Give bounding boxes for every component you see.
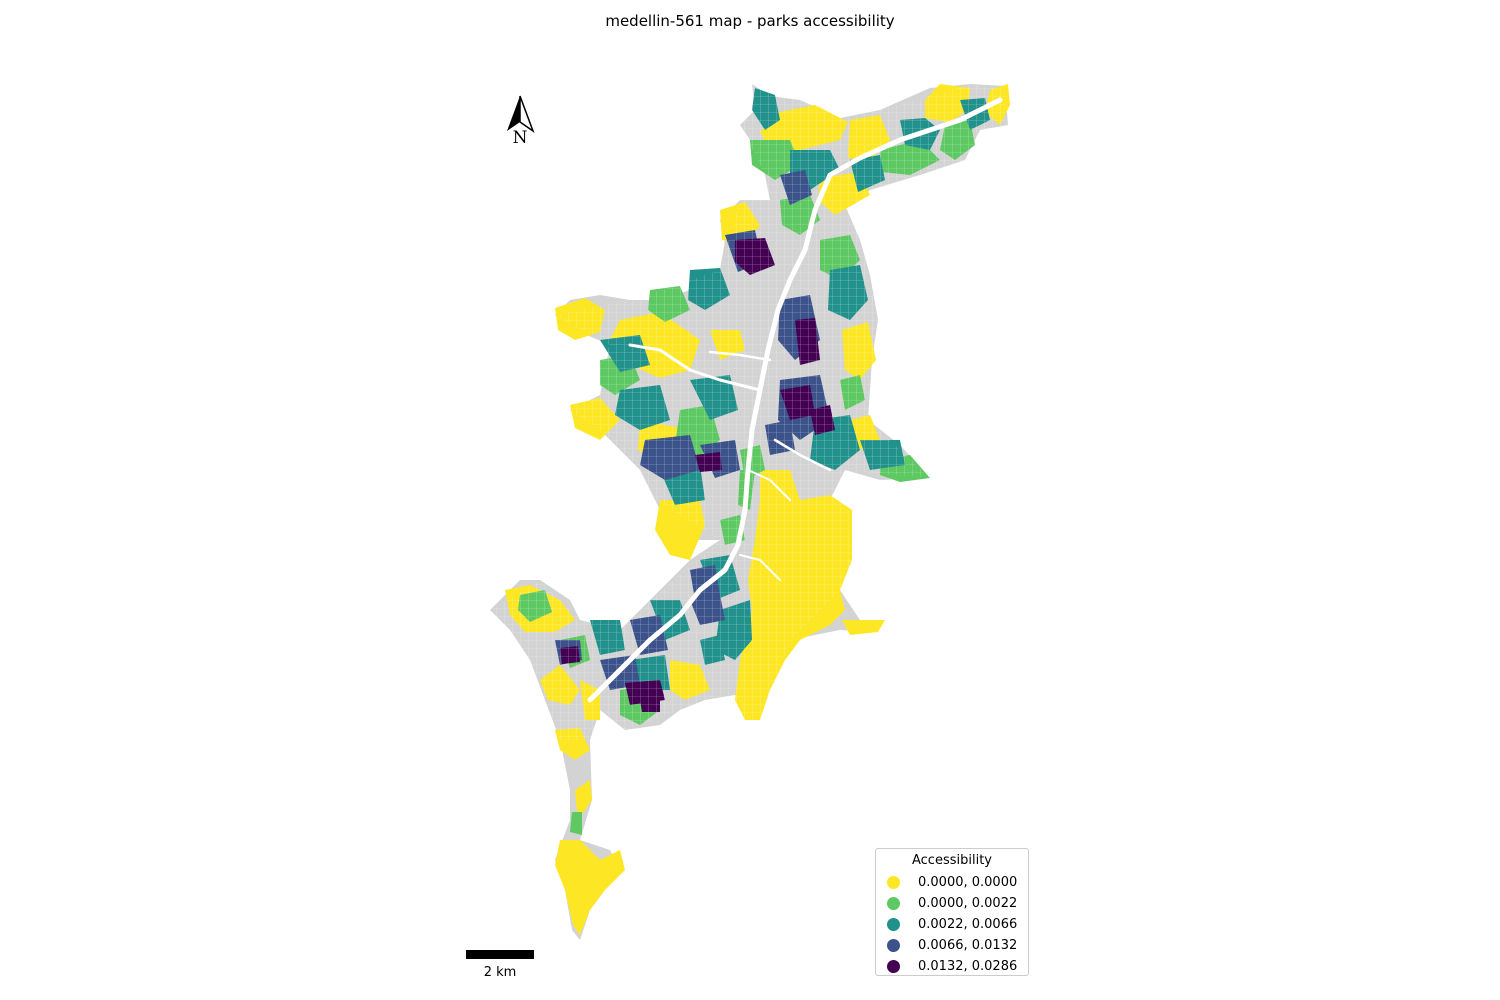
legend-item-label: 0.0000, 0.0022 <box>918 896 1018 911</box>
legend-swatch-icon <box>887 897 900 910</box>
legend-item-label: 0.0000, 0.0000 <box>918 875 1018 890</box>
north-arrow-label: N <box>512 128 528 148</box>
scale-bar <box>466 950 534 959</box>
north-arrow-icon <box>507 95 535 133</box>
legend-item: 0.0022, 0.0066 <box>876 914 1028 935</box>
legend-item: 0.0132, 0.0286 <box>876 956 1028 977</box>
legend-swatch-icon <box>887 960 900 973</box>
legend-item-label: 0.0132, 0.0286 <box>918 959 1018 974</box>
scale-bar-label: 2 km <box>483 965 517 980</box>
map-title: medellin-561 map - parks accessibility <box>605 12 895 30</box>
river-corridor <box>587 97 1003 703</box>
legend-item-label: 0.0022, 0.0066 <box>918 917 1018 932</box>
legend-item: 0.0000, 0.0022 <box>876 893 1028 914</box>
legend: Accessibility 0.0000, 0.0000 0.0000, 0.0… <box>875 848 1029 976</box>
legend-swatch-icon <box>887 939 900 952</box>
urban-block-texture <box>490 84 1008 740</box>
legend-item: 0.0066, 0.0132 <box>876 935 1028 956</box>
legend-item: 0.0000, 0.0000 <box>876 872 1028 893</box>
legend-title: Accessibility <box>912 853 992 868</box>
legend-item-label: 0.0066, 0.0132 <box>918 938 1018 953</box>
legend-swatch-icon <box>887 918 900 931</box>
legend-swatch-icon <box>887 876 900 889</box>
